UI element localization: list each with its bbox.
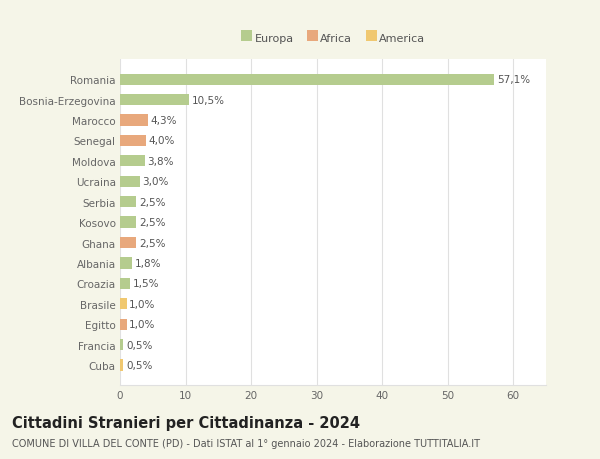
Bar — [120, 135, 146, 147]
Bar — [120, 359, 123, 371]
Bar — [120, 156, 145, 167]
Text: 3,0%: 3,0% — [142, 177, 169, 187]
Bar — [120, 196, 136, 208]
Text: Cittadini Stranieri per Cittadinanza - 2024: Cittadini Stranieri per Cittadinanza - 2… — [12, 415, 360, 431]
Text: 0,5%: 0,5% — [126, 340, 152, 350]
Bar — [120, 298, 127, 310]
Legend: Europa, Africa, America: Europa, Africa, America — [236, 29, 430, 48]
Bar — [120, 278, 130, 289]
Bar — [120, 258, 132, 269]
Text: 3,8%: 3,8% — [148, 157, 174, 167]
Bar — [120, 176, 140, 187]
Text: 2,5%: 2,5% — [139, 238, 166, 248]
Text: 1,0%: 1,0% — [129, 299, 155, 309]
Text: 1,8%: 1,8% — [134, 258, 161, 269]
Text: 0,5%: 0,5% — [126, 360, 152, 370]
Text: 10,5%: 10,5% — [191, 95, 224, 106]
Text: 4,0%: 4,0% — [149, 136, 175, 146]
Text: 2,5%: 2,5% — [139, 218, 166, 228]
Bar — [120, 74, 494, 86]
Bar — [120, 237, 136, 249]
Bar — [120, 95, 189, 106]
Text: 2,5%: 2,5% — [139, 197, 166, 207]
Text: 57,1%: 57,1% — [497, 75, 530, 85]
Bar — [120, 115, 148, 126]
Bar — [120, 319, 127, 330]
Text: 1,0%: 1,0% — [129, 319, 155, 330]
Text: 1,5%: 1,5% — [133, 279, 159, 289]
Bar — [120, 339, 123, 350]
Text: 4,3%: 4,3% — [151, 116, 178, 126]
Text: COMUNE DI VILLA DEL CONTE (PD) - Dati ISTAT al 1° gennaio 2024 - Elaborazione TU: COMUNE DI VILLA DEL CONTE (PD) - Dati IS… — [12, 438, 480, 448]
Bar — [120, 217, 136, 228]
